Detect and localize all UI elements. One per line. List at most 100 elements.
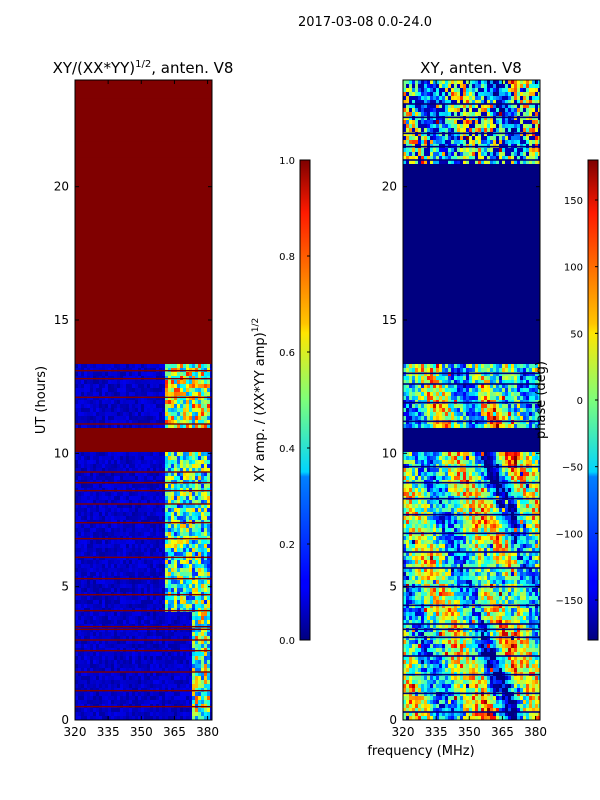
amp-cell (138, 388, 142, 393)
amp-cell (108, 660, 112, 665)
phase-cell (517, 92, 521, 97)
amp-cell (189, 380, 193, 385)
amp-cell (174, 484, 178, 489)
amp-cell (75, 404, 79, 409)
amp-cell (84, 664, 88, 669)
amp-block-cell (75, 180, 212, 184)
amp-cell (192, 680, 196, 685)
amp-cell (180, 680, 184, 685)
amp-cell (174, 396, 178, 401)
amp-cell (120, 516, 124, 521)
amp-cell (135, 708, 139, 713)
amp-cell (108, 516, 112, 521)
phase-block-cell (403, 280, 540, 284)
amp-cell (144, 416, 148, 421)
amp-cell (99, 496, 103, 501)
phase-cell (448, 92, 452, 97)
phase-cell (409, 88, 413, 93)
amp-cell (135, 628, 139, 633)
amp-cell (126, 696, 130, 701)
amp-cell (120, 496, 124, 501)
amp-cell (159, 676, 163, 681)
amp-cell (174, 560, 178, 565)
phase-cell (490, 160, 494, 165)
amp-cell (90, 660, 94, 665)
phase-cell (469, 80, 473, 85)
amp-cell (168, 552, 172, 557)
amp-cell (168, 400, 172, 405)
amp-cell (162, 416, 166, 421)
amp-cell (78, 568, 82, 573)
amp-cell (192, 636, 196, 641)
phase-cell (526, 156, 530, 161)
amp-cell (162, 388, 166, 393)
amp-cell (78, 660, 82, 665)
amp-cell (144, 412, 148, 417)
amp-cell (186, 472, 190, 477)
amp-cell (90, 392, 94, 397)
phase-cell (538, 128, 540, 133)
amp-cell (189, 700, 193, 705)
amp-cell (78, 508, 82, 513)
amp-cell (192, 476, 196, 481)
phase-cell (484, 80, 488, 85)
phase-cell (448, 120, 452, 125)
phase-cell (451, 108, 455, 113)
amp-cell (144, 400, 148, 405)
phase-cell (433, 124, 437, 129)
amp-cell (78, 416, 82, 421)
amp-cell (144, 604, 148, 609)
amp-cell (138, 516, 142, 521)
amp-block-cell (75, 284, 212, 288)
phase-cell (511, 92, 515, 97)
phase-cell (463, 132, 467, 137)
amp-cell (174, 468, 178, 473)
amp-cell (75, 552, 79, 557)
phase-cell (463, 104, 467, 109)
phase-cell (520, 88, 524, 93)
phase-cell (415, 136, 419, 141)
amp-cell (105, 424, 109, 429)
amp-cell (189, 696, 193, 701)
amp-cell (162, 528, 166, 533)
phase-block-cell (403, 264, 540, 268)
amp-cell (165, 404, 169, 409)
phase-cell (439, 132, 443, 137)
phase-cell (427, 104, 431, 109)
amp-cell (177, 544, 181, 549)
amp-cell (108, 452, 112, 457)
amp-cell (108, 616, 112, 621)
amp-block-cell (75, 256, 212, 260)
amp-cell (90, 532, 94, 537)
amp-cell (165, 496, 169, 501)
amp-cell (78, 400, 82, 405)
phase-cell (538, 156, 540, 161)
amp-cell (174, 476, 178, 481)
amp-cell (210, 552, 212, 557)
amp-cell (126, 548, 130, 553)
amp-cell (144, 464, 148, 469)
amp-cell (114, 500, 118, 505)
amp-cell (138, 612, 142, 617)
amp-cell (183, 712, 187, 717)
amp-cell (153, 420, 157, 425)
amp-cell (147, 388, 151, 393)
amp-cell (78, 484, 82, 489)
phase-cell (412, 100, 416, 105)
amp-cell (174, 424, 178, 429)
amp-cell (210, 548, 212, 553)
amp-cell (159, 544, 163, 549)
amp-cell (102, 612, 106, 617)
amp-cell (195, 664, 199, 669)
phase-cell (406, 84, 410, 89)
amp-cell (96, 644, 100, 649)
amp-cell (129, 620, 133, 625)
amp-cell (165, 468, 169, 473)
amp-cell (99, 380, 103, 385)
amp-cell (99, 476, 103, 481)
phase-cell (412, 148, 416, 153)
amp-cell (102, 508, 106, 513)
amp-cell (171, 612, 175, 617)
amp-cell (198, 560, 202, 565)
phase-cell (433, 80, 437, 85)
